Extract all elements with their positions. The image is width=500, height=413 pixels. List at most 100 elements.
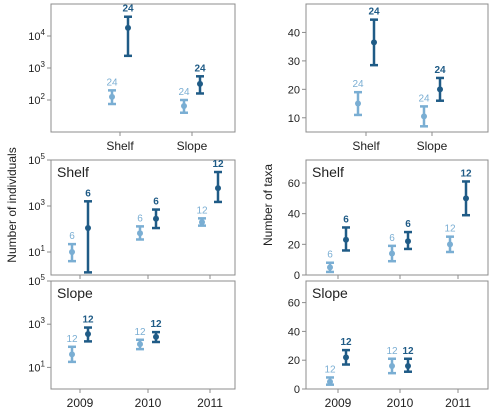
error-bar-point: 6 [404, 219, 412, 251]
error-bar-point: 6 [326, 250, 334, 274]
mean-marker [463, 195, 469, 202]
error-bar-point: 6 [342, 214, 350, 252]
mean-marker [371, 39, 377, 46]
panel-frame [50, 3, 236, 133]
sample-size-label: 24 [434, 65, 446, 76]
panel-label: Slope [312, 285, 348, 301]
sample-size-label: 24 [178, 87, 190, 98]
x-tick-label: Slope [417, 139, 448, 153]
sample-size-label: 12 [340, 337, 352, 348]
sample-size-label: 6 [405, 219, 411, 230]
error-bar-point: 24 [434, 65, 446, 102]
mean-marker [199, 219, 205, 226]
mean-marker [85, 225, 91, 232]
panel-frame [305, 280, 489, 390]
panel-label: Shelf [312, 164, 344, 180]
sample-size-label: 6 [327, 250, 333, 261]
error-bar-point: 6 [68, 231, 76, 263]
error-bar-point: 12 [402, 346, 414, 373]
sample-size-label: 24 [418, 93, 430, 104]
panel-bottom-left: 101 103 105 2009 2010 2011 Slope 12 12 12 12 [28, 273, 236, 410]
sample-size-label: 12 [324, 364, 336, 375]
panel-bottom-right: 0 20 40 60 2009 2010 2011 Slope 12 12 12 12 [288, 280, 489, 410]
mean-marker [327, 378, 333, 385]
x-tick-label: Shelf [106, 139, 134, 153]
x-tick-label: 2011 [445, 396, 471, 410]
x-tick-label: 2010 [135, 396, 162, 410]
sample-size-label: 6 [69, 231, 75, 242]
y-axis-title-right: Number of taxa [261, 164, 275, 246]
mean-marker [405, 362, 411, 369]
panel-frame [305, 159, 489, 276]
sample-size-label: 12 [134, 327, 146, 338]
mean-marker [405, 238, 411, 245]
y-tick-label: 10 [288, 113, 300, 125]
mean-marker [421, 113, 427, 120]
panel-top-left: 102 103 104 Shelf Slope 24 24 24 24 [28, 3, 236, 153]
mean-marker [437, 86, 443, 93]
mean-marker [153, 333, 159, 340]
mean-marker [153, 215, 159, 222]
sample-size-label: 12 [66, 334, 78, 345]
mean-marker [447, 241, 453, 248]
sample-size-label: 6 [389, 233, 395, 244]
error-bar-point: 24 [418, 93, 430, 128]
error-bar-point: 24 [194, 63, 206, 95]
error-bar-point: 6 [84, 188, 92, 274]
y-tick-label: 60 [288, 298, 300, 310]
error-bar-point: 12 [386, 346, 398, 375]
y-tick-label: 0 [294, 384, 300, 396]
error-bar-point: 12 [212, 159, 224, 204]
sample-size-label: 12 [82, 315, 94, 326]
x-tick-label: Slope [177, 139, 208, 153]
panel-frame [50, 159, 236, 276]
mean-marker [137, 341, 143, 348]
mean-marker [343, 354, 349, 361]
sample-size-label: 12 [402, 346, 414, 357]
mean-marker [69, 351, 75, 358]
sample-size-label: 24 [194, 63, 206, 74]
y-axis-title-left: Number of individuals [5, 147, 19, 262]
sample-size-label: 12 [460, 168, 472, 179]
y-tick-label: 102 [28, 92, 45, 107]
error-bar-point: 12 [196, 205, 208, 227]
error-bar-point: 24 [122, 4, 134, 58]
x-tick-label: Shelf [352, 139, 380, 153]
y-tick-label: 105 [28, 273, 45, 288]
error-bar-point: 6 [388, 233, 396, 263]
sample-size-label: 24 [368, 7, 380, 18]
y-tick-label: 40 [288, 326, 300, 338]
y-tick-label: 0 [294, 270, 300, 282]
mean-marker [125, 24, 131, 31]
mean-marker [85, 331, 91, 338]
sample-size-label: 6 [85, 188, 91, 199]
error-bar-point: 24 [106, 77, 118, 106]
mean-marker [355, 100, 361, 107]
mean-marker [137, 230, 143, 237]
x-tick-label: 2010 [387, 396, 414, 410]
y-tick-label: 40 [288, 209, 300, 221]
sample-size-label: 6 [137, 213, 143, 224]
error-bar-point: 12 [444, 224, 456, 254]
x-tick-label: 2009 [325, 396, 352, 410]
x-tick-label: 2009 [67, 396, 94, 410]
mean-marker [181, 102, 187, 109]
mean-marker [197, 80, 203, 87]
y-tick-label: 104 [28, 28, 45, 43]
sample-size-label: 24 [122, 4, 134, 15]
y-tick-label: 30 [288, 56, 300, 68]
y-tick-label: 20 [288, 239, 300, 251]
mean-marker [215, 185, 221, 192]
y-tick-label: 103 [28, 198, 45, 213]
y-tick-label: 105 [28, 152, 45, 167]
sample-size-label: 12 [444, 224, 456, 235]
mean-marker [327, 264, 333, 271]
mean-marker [389, 250, 395, 257]
error-bar-point: 12 [134, 327, 146, 351]
y-tick-label: 103 [28, 60, 45, 75]
error-bar-point: 6 [136, 213, 144, 241]
sample-size-label: 12 [212, 159, 224, 170]
